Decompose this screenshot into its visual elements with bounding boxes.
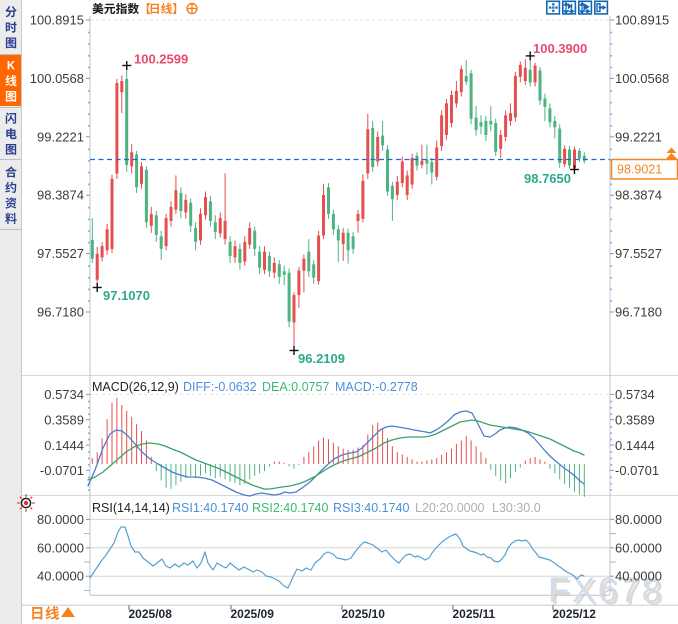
svg-text:100.8915: 100.8915 xyxy=(30,13,84,28)
svg-text:2025/11: 2025/11 xyxy=(453,607,496,621)
svg-text:98.3874: 98.3874 xyxy=(615,188,662,203)
svg-text:L20:20.0000: L20:20.0000 xyxy=(415,501,485,515)
svg-text:-0.0701: -0.0701 xyxy=(615,463,659,478)
svg-text:100.0568: 100.0568 xyxy=(30,71,84,86)
svg-text:2025/12: 2025/12 xyxy=(553,607,597,621)
svg-text:0.5734: 0.5734 xyxy=(44,387,84,402)
svg-text:RSI(14,14,14): RSI(14,14,14) xyxy=(92,501,170,515)
svg-text:MACD(26,12,9): MACD(26,12,9) xyxy=(92,380,179,394)
svg-text:0.1444: 0.1444 xyxy=(615,438,655,453)
svg-text:98.9021: 98.9021 xyxy=(617,163,662,177)
svg-text:0.3589: 0.3589 xyxy=(44,413,84,428)
svg-text:80.0000: 80.0000 xyxy=(37,512,84,527)
svg-text:60.0000: 60.0000 xyxy=(37,540,84,555)
svg-text:RSI2:40.1740: RSI2:40.1740 xyxy=(252,501,328,515)
svg-text:99.2221: 99.2221 xyxy=(615,129,662,144)
svg-text:97.5527: 97.5527 xyxy=(615,246,662,261)
svg-text:RSI1:40.1740: RSI1:40.1740 xyxy=(172,501,248,515)
svg-text:100.3900: 100.3900 xyxy=(533,41,587,56)
svg-text:97.5527: 97.5527 xyxy=(37,246,84,261)
svg-text:MACD:-0.2778: MACD:-0.2778 xyxy=(335,380,418,394)
svg-text:K: K xyxy=(7,60,16,72)
svg-text:96.7180: 96.7180 xyxy=(615,305,662,320)
svg-text:DIFF:-0.0632: DIFF:-0.0632 xyxy=(183,380,257,394)
svg-text:RSI3:40.1740: RSI3:40.1740 xyxy=(333,501,409,515)
svg-text:40.0000: 40.0000 xyxy=(615,569,662,584)
svg-text:0.1444: 0.1444 xyxy=(44,438,84,453)
svg-text:98.7650: 98.7650 xyxy=(524,171,571,186)
svg-text:0.5734: 0.5734 xyxy=(615,387,655,402)
svg-text:40.0000: 40.0000 xyxy=(37,569,84,584)
svg-text:2025/10: 2025/10 xyxy=(342,607,386,621)
svg-text:-0.0701: -0.0701 xyxy=(40,463,84,478)
svg-text:DEA:0.0757: DEA:0.0757 xyxy=(262,380,329,394)
svg-text:99.2221: 99.2221 xyxy=(37,129,84,144)
svg-text:80.0000: 80.0000 xyxy=(615,512,662,527)
svg-text:96.7180: 96.7180 xyxy=(37,305,84,320)
svg-text:L30:30.0: L30:30.0 xyxy=(492,501,541,515)
svg-text:98.3874: 98.3874 xyxy=(37,188,84,203)
svg-text:FX678: FX678 xyxy=(548,571,664,610)
svg-text:96.2109: 96.2109 xyxy=(298,351,345,366)
svg-text:97.1070: 97.1070 xyxy=(103,288,150,303)
svg-text:60.0000: 60.0000 xyxy=(615,540,662,555)
svg-text:2025/09: 2025/09 xyxy=(231,607,275,621)
svg-text:100.0568: 100.0568 xyxy=(615,71,669,86)
svg-text:FX678: FX678 xyxy=(551,574,667,613)
svg-text:100.2599: 100.2599 xyxy=(134,52,188,67)
svg-text:100.8915: 100.8915 xyxy=(615,13,669,28)
svg-text:2025/08: 2025/08 xyxy=(129,607,173,621)
svg-text:0.3589: 0.3589 xyxy=(615,413,655,428)
